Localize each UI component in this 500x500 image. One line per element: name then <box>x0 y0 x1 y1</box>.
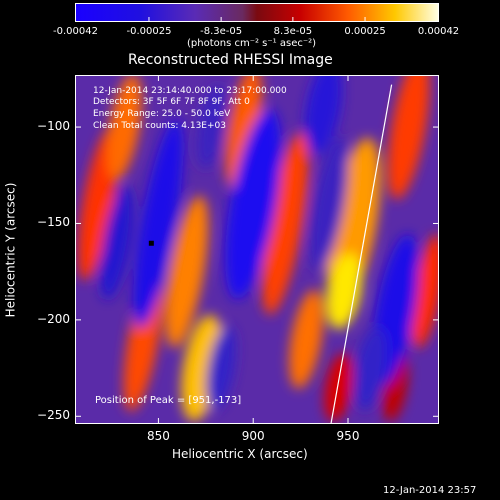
annotation-time-range: 12-Jan-2014 23:14:40.000 to 23:17:00.000 <box>93 86 287 96</box>
peak-marker <box>148 240 154 246</box>
heatmap-lobe <box>205 326 236 410</box>
footer-timestamp: 12-Jan-2014 23:57 <box>383 485 477 496</box>
colorbar-tick-label: -0.00025 <box>126 26 172 37</box>
y-tick-label: −150 <box>37 215 70 230</box>
heatmap-lobe <box>165 195 209 348</box>
colorbar-unit-label: (photons cm⁻² s⁻¹ asec⁻²) <box>187 38 317 49</box>
solar-limb-line <box>330 84 393 424</box>
colorbar-tick-label: 0.00025 <box>344 26 386 37</box>
annotation-detectors: Detectors: 3F 5F 6F 7F 8F 9F, Att 0 <box>93 97 250 107</box>
x-tick-label: 900 <box>241 429 265 443</box>
heatmap-lobe <box>262 132 309 315</box>
y-axis-label: Heliocentric Y (arcsec) <box>3 182 18 318</box>
colorbar-tick-label: 8.3e-05 <box>273 26 313 37</box>
y-tick-label: −100 <box>37 119 70 134</box>
annotation-total-counts: Clean Total counts: 4.13E+03 <box>93 121 226 131</box>
annotation-energy-range: Energy Range: 25.0 - 50.0 keV <box>93 109 231 119</box>
x-axis-label: Heliocentric X (arcsec) <box>172 447 308 461</box>
heatmap-lobe <box>133 118 184 328</box>
heatmap-lobe <box>324 353 353 422</box>
plot-frame <box>75 75 439 424</box>
heatmap-lobe <box>196 85 227 169</box>
heatmap-lobe <box>100 185 134 300</box>
heatmap-lobe <box>411 233 439 348</box>
heatmap-lobe <box>106 75 142 181</box>
heatmap-lobe <box>310 137 349 271</box>
colorbar <box>75 3 439 22</box>
peak-position-label: Position of Peak = [951,-173] <box>95 395 242 406</box>
heatmap-lobe <box>326 252 363 330</box>
colorbar-tick-label: -0.00042 <box>53 26 98 37</box>
colorbar-tick-label: 0.00042 <box>417 26 460 37</box>
chart-title: Reconstructed RHESSI Image <box>128 52 333 68</box>
colorbar-tick-label: -8.3e-05 <box>200 26 243 37</box>
y-tick-label: −200 <box>37 311 70 326</box>
heatmap-lobe <box>354 326 388 410</box>
heatmap-lobe <box>289 289 324 389</box>
y-tick-label: −250 <box>37 408 70 423</box>
x-tick-label: 950 <box>336 429 360 443</box>
heatmap-lobe <box>225 75 263 188</box>
x-tick-label: 850 <box>146 429 170 443</box>
heatmap-lobe <box>225 109 282 300</box>
heatmap-lobe <box>387 75 430 200</box>
heatmap-lobe <box>304 75 343 156</box>
